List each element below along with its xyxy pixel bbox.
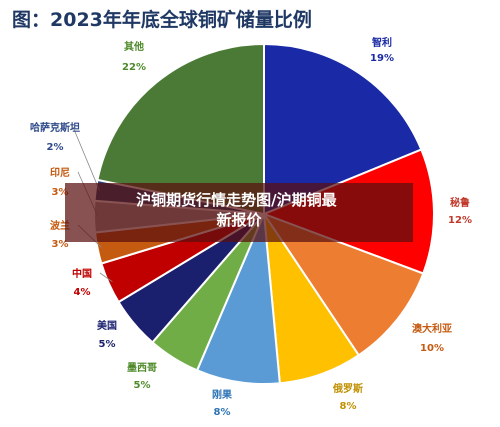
- slice-value-label-2: 10%: [420, 343, 444, 354]
- slice-value-label-9: 3%: [52, 187, 69, 198]
- slice-label-11: 其他: [124, 40, 144, 53]
- slice-label-10: 哈萨克斯坦: [30, 121, 80, 134]
- slice-label-4: 刚果: [212, 388, 233, 401]
- slice-label-7: 中国: [72, 267, 92, 280]
- slice-value-label-0: 19%: [370, 53, 394, 64]
- slice-value-label-7: 4%: [74, 287, 91, 298]
- chart-title: 图：2023年年底全球铜矿储量比例: [12, 8, 312, 31]
- slice-label-1: 秘鲁: [450, 196, 470, 209]
- pie-slice-2: [261, 211, 425, 357]
- overlay-banner: [65, 183, 413, 242]
- leader-line-7: [99, 272, 113, 283]
- slice-label-3: 俄罗斯: [332, 382, 363, 395]
- slice-value-label-6: 5%: [99, 339, 116, 350]
- slice-value-label-5: 5%: [134, 380, 151, 391]
- slice-value-label-10: 2%: [47, 142, 64, 153]
- slice-label-9: 印尼: [50, 167, 70, 179]
- watermark-text: 雪球：江南扬鱼人: [386, 399, 482, 414]
- slice-value-label-11: 22%: [122, 62, 146, 73]
- slice-label-0: 智利: [372, 36, 392, 49]
- slice-value-label-4: 8%: [214, 407, 231, 418]
- pie-slice-0: [263, 42, 423, 216]
- pie-slice-11: [96, 42, 265, 216]
- watermark: 雪球：江南扬鱼人: [365, 398, 482, 414]
- leader-line-10: [72, 126, 100, 191]
- slice-label-5: 墨西哥: [127, 362, 157, 374]
- slice-label-6: 美国: [97, 319, 117, 332]
- slice-value-label-1: 12%: [448, 215, 472, 226]
- slice-value-label-8: 3%: [52, 239, 69, 250]
- slice-value-label-3: 8%: [340, 401, 357, 412]
- overlay-banner-text: 沪铜期货行情走势图/沪期铜最 新报价: [136, 191, 342, 229]
- slice-label-2: 澳大利亚: [412, 322, 452, 335]
- snowball-logo-icon: [365, 398, 381, 414]
- slice-labels: 智利19%秘鲁12%澳大利亚10%俄罗斯8%刚果8%墨西哥5%美国5%中国4%波…: [30, 36, 472, 418]
